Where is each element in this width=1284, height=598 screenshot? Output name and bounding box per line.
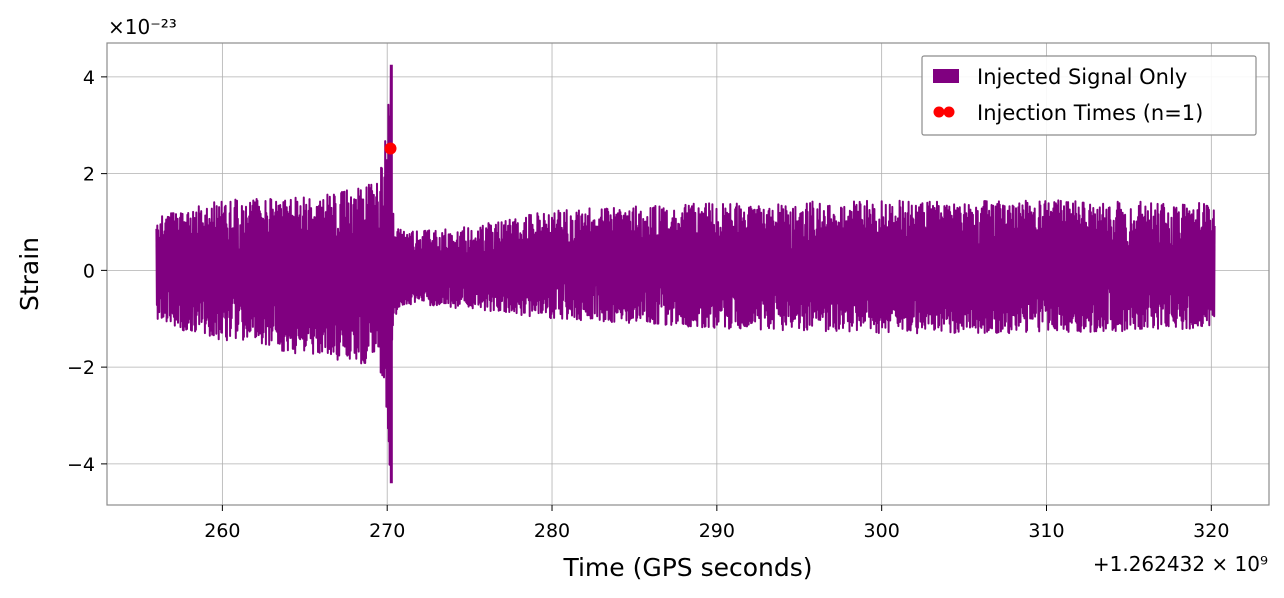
- waveform-spike: [388, 64, 393, 484]
- legend: Injected Signal Only Injection Times (n=…: [921, 55, 1257, 136]
- x-tick-label: 290: [699, 520, 735, 542]
- x-tick-label: 300: [864, 520, 900, 542]
- x-axis-offset-label: +1.262432 × 10⁹: [1093, 552, 1268, 576]
- x-tick-label: 280: [534, 520, 570, 542]
- legend-box: [921, 55, 1257, 136]
- y-axis-ticks: −4 −2 0 2 4: [67, 67, 107, 476]
- legend-swatch-injected-signal: [933, 69, 959, 83]
- x-tick-label: 260: [204, 520, 240, 542]
- legend-marker-injection-times: [933, 106, 945, 118]
- legend-marker-injection-times: [943, 106, 955, 118]
- x-axis-title: Time (GPS seconds): [562, 553, 812, 582]
- y-tick-label: 4: [83, 67, 95, 89]
- y-axis-title: Strain: [15, 237, 44, 311]
- waveform-line: [155, 103, 1216, 466]
- x-tick-label: 310: [1028, 520, 1064, 542]
- y-axis-multiplier-label: ×10⁻²³: [108, 15, 177, 39]
- series-injection-times: [384, 142, 397, 155]
- y-tick-label: −2: [67, 357, 95, 379]
- y-tick-label: −4: [67, 454, 95, 476]
- x-tick-label: 270: [369, 520, 405, 542]
- plot-frame: [106, 42, 1270, 506]
- x-tick-label: 320: [1193, 520, 1229, 542]
- legend-label-injection-times: Injection Times (n=1): [977, 101, 1203, 125]
- legend-label-injected-signal: Injected Signal Only: [977, 65, 1187, 89]
- injection-time-point: [384, 142, 397, 155]
- series-injected-signal: [155, 64, 1216, 484]
- y-tick-label: 0: [83, 260, 95, 282]
- y-tick-label: 2: [83, 164, 95, 186]
- x-axis-ticks: 260 270 280 290 300 310 320: [204, 505, 1229, 542]
